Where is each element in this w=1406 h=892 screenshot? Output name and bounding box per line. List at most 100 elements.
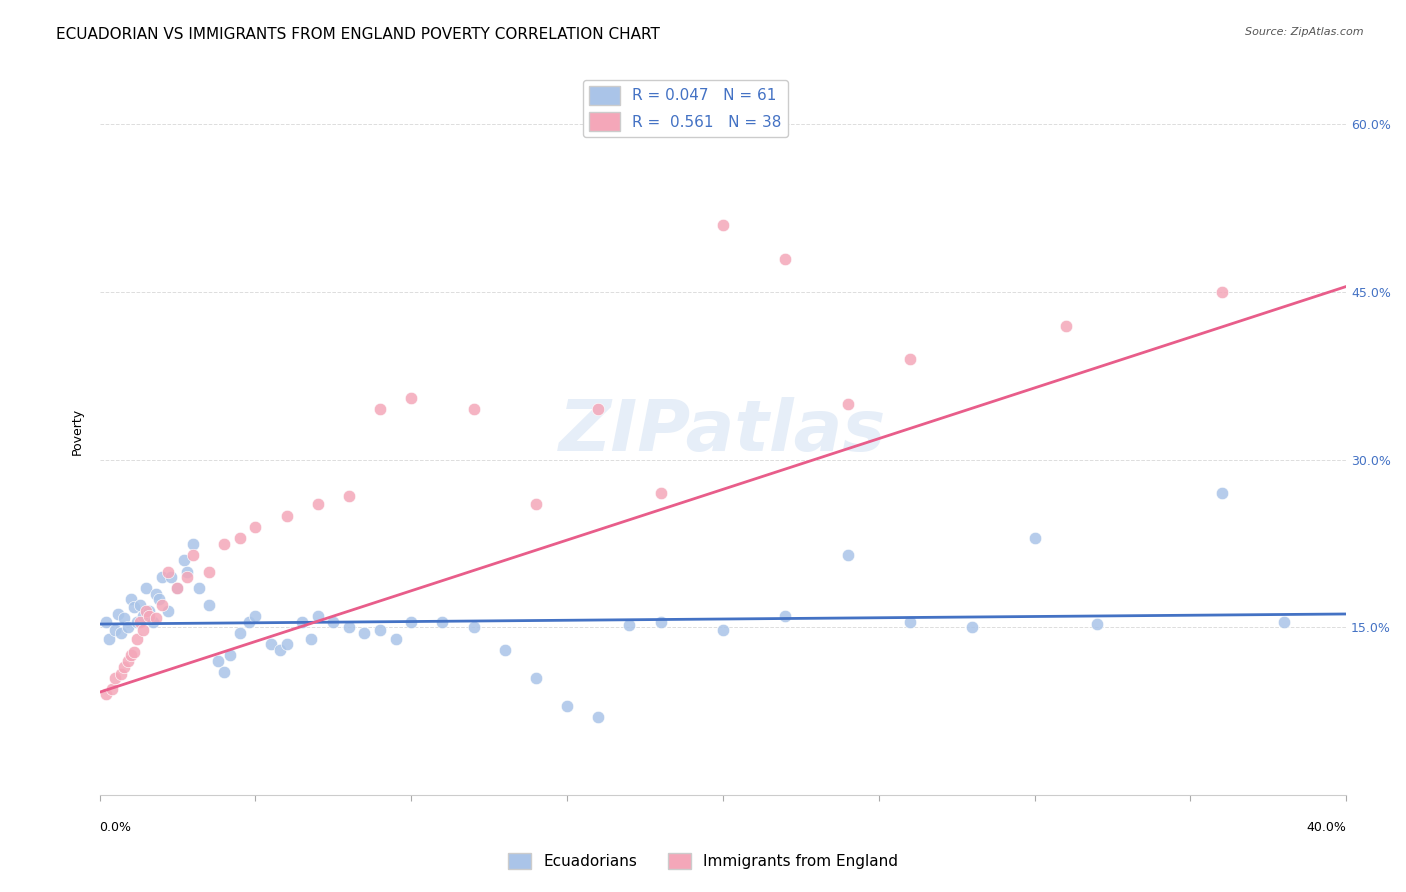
Point	[384, 632, 406, 646]
Point	[960, 620, 983, 634]
Point	[238, 615, 260, 629]
Point	[138, 604, 160, 618]
Point	[307, 498, 329, 512]
Point	[188, 582, 211, 596]
Point	[125, 632, 148, 646]
Point	[773, 609, 796, 624]
Point	[117, 654, 139, 668]
Point	[219, 648, 242, 663]
Point	[276, 508, 298, 523]
Point	[129, 598, 152, 612]
Point	[463, 402, 485, 417]
Point	[291, 615, 314, 629]
Point	[586, 710, 609, 724]
Point	[104, 623, 127, 637]
Point	[276, 637, 298, 651]
Point	[494, 642, 516, 657]
Point	[122, 600, 145, 615]
Text: Source: ZipAtlas.com: Source: ZipAtlas.com	[1246, 27, 1364, 37]
Point	[524, 498, 547, 512]
Point	[555, 698, 578, 713]
Point	[322, 615, 344, 629]
Point	[120, 648, 142, 663]
Text: 0.0%: 0.0%	[100, 822, 132, 834]
Y-axis label: Poverty: Poverty	[72, 409, 84, 455]
Point	[399, 391, 422, 405]
Point	[132, 609, 155, 624]
Point	[145, 611, 167, 625]
Text: 40.0%: 40.0%	[1306, 822, 1347, 834]
Point	[104, 671, 127, 685]
Point	[368, 623, 391, 637]
Point	[898, 352, 921, 367]
Point	[176, 570, 198, 584]
Point	[125, 615, 148, 629]
Point	[1085, 617, 1108, 632]
Point	[301, 632, 323, 646]
Point	[368, 402, 391, 417]
Point	[711, 218, 734, 232]
Point	[212, 665, 235, 679]
Point	[353, 626, 375, 640]
Point	[586, 402, 609, 417]
Text: ZIPatlas: ZIPatlas	[560, 397, 887, 467]
Point	[711, 623, 734, 637]
Point	[619, 618, 641, 632]
Point	[245, 609, 267, 624]
Point	[197, 565, 219, 579]
Point	[176, 565, 198, 579]
Point	[898, 615, 921, 629]
Point	[110, 626, 132, 640]
Point	[107, 607, 129, 621]
Point	[229, 531, 252, 545]
Point	[337, 620, 360, 634]
Point	[122, 645, 145, 659]
Point	[97, 632, 120, 646]
Point	[463, 620, 485, 634]
Point	[132, 623, 155, 637]
Point	[837, 397, 859, 411]
Point	[94, 688, 117, 702]
Point	[114, 659, 136, 673]
Point	[114, 611, 136, 625]
Point	[120, 592, 142, 607]
Point	[181, 536, 204, 550]
Point	[157, 565, 180, 579]
Point	[138, 609, 160, 624]
Legend: R = 0.047   N = 61, R =  0.561   N = 38: R = 0.047 N = 61, R = 0.561 N = 38	[583, 79, 787, 137]
Point	[1211, 486, 1233, 500]
Point	[207, 654, 229, 668]
Point	[166, 582, 188, 596]
Point	[181, 548, 204, 562]
Point	[650, 486, 672, 500]
Text: ECUADORIAN VS IMMIGRANTS FROM ENGLAND POVERTY CORRELATION CHART: ECUADORIAN VS IMMIGRANTS FROM ENGLAND PO…	[56, 27, 659, 42]
Point	[135, 604, 157, 618]
Legend: Ecuadorians, Immigrants from England: Ecuadorians, Immigrants from England	[502, 847, 904, 875]
Point	[269, 642, 291, 657]
Point	[150, 570, 173, 584]
Point	[145, 587, 167, 601]
Point	[157, 604, 180, 618]
Point	[101, 681, 124, 696]
Point	[524, 671, 547, 685]
Point	[1272, 615, 1295, 629]
Point	[399, 615, 422, 629]
Point	[432, 615, 454, 629]
Point	[1054, 318, 1077, 333]
Point	[212, 536, 235, 550]
Point	[1211, 285, 1233, 299]
Point	[148, 592, 170, 607]
Point	[307, 609, 329, 624]
Point	[117, 620, 139, 634]
Point	[166, 582, 188, 596]
Point	[650, 615, 672, 629]
Point	[1024, 531, 1046, 545]
Point	[245, 520, 267, 534]
Point	[337, 488, 360, 502]
Point	[129, 615, 152, 629]
Point	[110, 667, 132, 681]
Point	[160, 570, 183, 584]
Point	[141, 615, 163, 629]
Point	[173, 553, 195, 567]
Point	[94, 615, 117, 629]
